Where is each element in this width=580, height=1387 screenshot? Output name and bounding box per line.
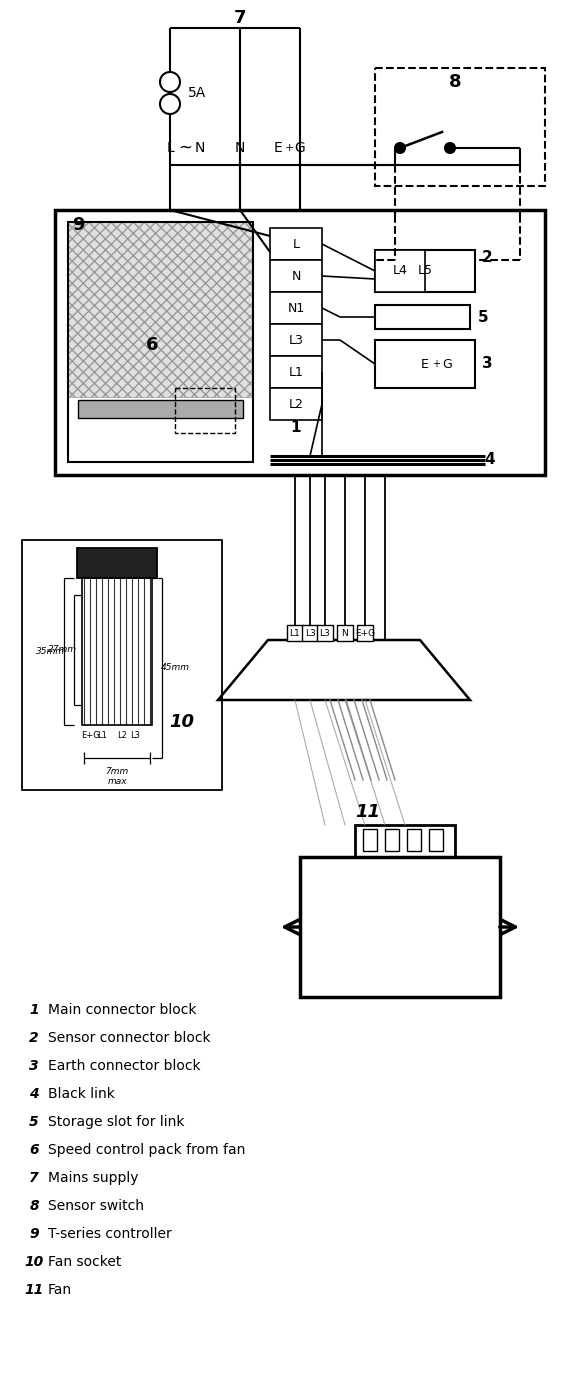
Text: Storage slot for link: Storage slot for link <box>48 1115 184 1129</box>
Text: N: N <box>195 141 205 155</box>
Text: 11: 11 <box>24 1283 44 1297</box>
Bar <box>270 325 322 356</box>
Bar <box>407 829 421 852</box>
Bar <box>363 829 377 852</box>
Text: 35mm: 35mm <box>35 646 64 656</box>
Text: L5: L5 <box>418 265 433 277</box>
Text: E+G: E+G <box>355 628 375 638</box>
Bar <box>355 825 455 857</box>
Text: 1: 1 <box>291 420 301 436</box>
Bar <box>78 399 243 417</box>
Text: Earth connector block: Earth connector block <box>48 1060 201 1074</box>
Text: Speed control pack from fan: Speed control pack from fan <box>48 1143 245 1157</box>
Text: 8: 8 <box>29 1198 39 1214</box>
Text: 10: 10 <box>169 713 194 731</box>
Bar <box>375 305 470 329</box>
Text: max: max <box>107 778 127 786</box>
Text: 1: 1 <box>29 1003 39 1017</box>
Text: N: N <box>342 628 349 638</box>
Text: 6: 6 <box>146 336 158 354</box>
Text: Fan: Fan <box>48 1283 72 1297</box>
Bar <box>22 540 222 791</box>
Text: 11: 11 <box>356 803 380 821</box>
Bar <box>302 626 318 641</box>
Text: 27mm: 27mm <box>48 645 77 655</box>
Circle shape <box>445 143 455 153</box>
Text: 8: 8 <box>449 74 461 92</box>
Text: Sensor connector block: Sensor connector block <box>48 1031 211 1044</box>
Text: L3: L3 <box>320 628 331 638</box>
Text: 4: 4 <box>485 452 495 467</box>
Text: L1: L1 <box>97 731 107 739</box>
Bar <box>375 68 545 186</box>
Text: Sensor switch: Sensor switch <box>48 1198 144 1214</box>
Text: 7: 7 <box>234 8 246 26</box>
Text: L2: L2 <box>117 731 127 739</box>
Circle shape <box>395 143 405 153</box>
Text: N1: N1 <box>287 301 305 315</box>
Text: L: L <box>166 141 174 155</box>
Bar <box>429 829 443 852</box>
Text: L2: L2 <box>289 398 303 411</box>
Bar <box>175 388 235 433</box>
Bar <box>375 250 425 293</box>
Text: 7: 7 <box>29 1171 39 1184</box>
Bar <box>317 626 333 641</box>
Bar <box>270 388 322 420</box>
Text: 4: 4 <box>29 1087 39 1101</box>
Text: Black link: Black link <box>48 1087 115 1101</box>
Text: E: E <box>421 358 429 370</box>
Text: L3: L3 <box>130 731 140 739</box>
Bar <box>300 857 500 997</box>
Text: Main connector block: Main connector block <box>48 1003 197 1017</box>
Text: Mains supply: Mains supply <box>48 1171 139 1184</box>
Text: L: L <box>292 237 299 251</box>
Text: 9: 9 <box>72 216 84 234</box>
Text: ~: ~ <box>178 139 192 157</box>
Bar <box>68 222 253 397</box>
Text: 45mm: 45mm <box>161 663 190 673</box>
Text: 7mm: 7mm <box>106 767 129 777</box>
Bar <box>77 548 157 578</box>
Text: 3: 3 <box>481 356 492 372</box>
Text: 10: 10 <box>24 1255 44 1269</box>
Bar <box>270 259 322 293</box>
Text: Fan socket: Fan socket <box>48 1255 121 1269</box>
Text: N: N <box>291 269 300 283</box>
Bar <box>68 222 253 462</box>
Text: E+G: E+G <box>81 731 99 739</box>
Text: 2: 2 <box>481 251 492 265</box>
Text: N: N <box>235 141 245 155</box>
Text: +: + <box>284 143 293 153</box>
Text: 5A: 5A <box>188 86 206 100</box>
Text: 5: 5 <box>478 309 488 325</box>
Bar <box>270 293 322 325</box>
Text: 2: 2 <box>29 1031 39 1044</box>
Bar <box>270 356 322 388</box>
Text: G: G <box>295 141 306 155</box>
Text: L1: L1 <box>289 628 300 638</box>
Bar <box>357 626 373 641</box>
Bar <box>385 829 399 852</box>
Bar <box>337 626 353 641</box>
Text: 5: 5 <box>29 1115 39 1129</box>
Text: L3: L3 <box>304 628 316 638</box>
Bar <box>270 227 322 259</box>
Bar <box>55 209 545 474</box>
Bar <box>305 861 495 992</box>
Text: 6: 6 <box>29 1143 39 1157</box>
Bar <box>375 250 475 293</box>
Text: +: + <box>432 359 440 369</box>
Bar <box>287 626 303 641</box>
Text: 9: 9 <box>29 1227 39 1241</box>
Text: L1: L1 <box>289 366 303 379</box>
Text: L4: L4 <box>393 265 407 277</box>
Text: G: G <box>442 358 452 370</box>
Text: L3: L3 <box>289 333 303 347</box>
Bar <box>82 578 152 725</box>
Text: E: E <box>274 141 282 155</box>
Bar <box>375 340 475 388</box>
Text: 3: 3 <box>29 1060 39 1074</box>
Text: T-series controller: T-series controller <box>48 1227 172 1241</box>
